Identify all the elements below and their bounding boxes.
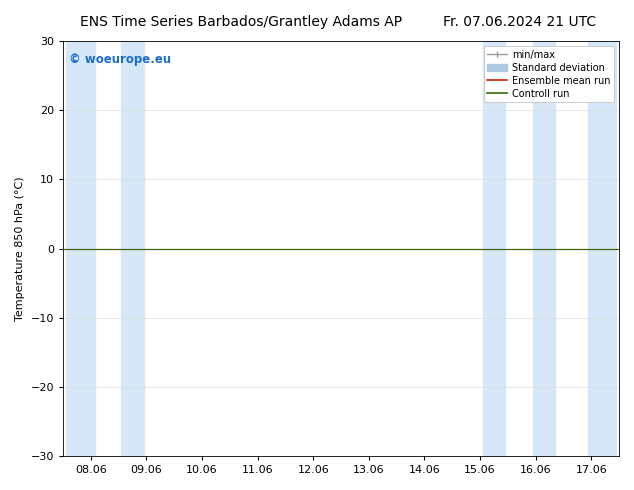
Text: Fr. 07.06.2024 21 UTC: Fr. 07.06.2024 21 UTC (443, 15, 597, 29)
Y-axis label: Temperature 850 hPa (°C): Temperature 850 hPa (°C) (15, 176, 25, 321)
Legend: min/max, Standard deviation, Ensemble mean run, Controll run: min/max, Standard deviation, Ensemble me… (484, 46, 614, 102)
Bar (588, 41, 616, 456)
Bar (122, 41, 144, 456)
Bar (66, 41, 95, 456)
Text: © woeurope.eu: © woeurope.eu (68, 53, 171, 67)
Bar (533, 41, 555, 456)
Bar (483, 41, 505, 456)
Text: ENS Time Series Barbados/Grantley Adams AP: ENS Time Series Barbados/Grantley Adams … (80, 15, 402, 29)
